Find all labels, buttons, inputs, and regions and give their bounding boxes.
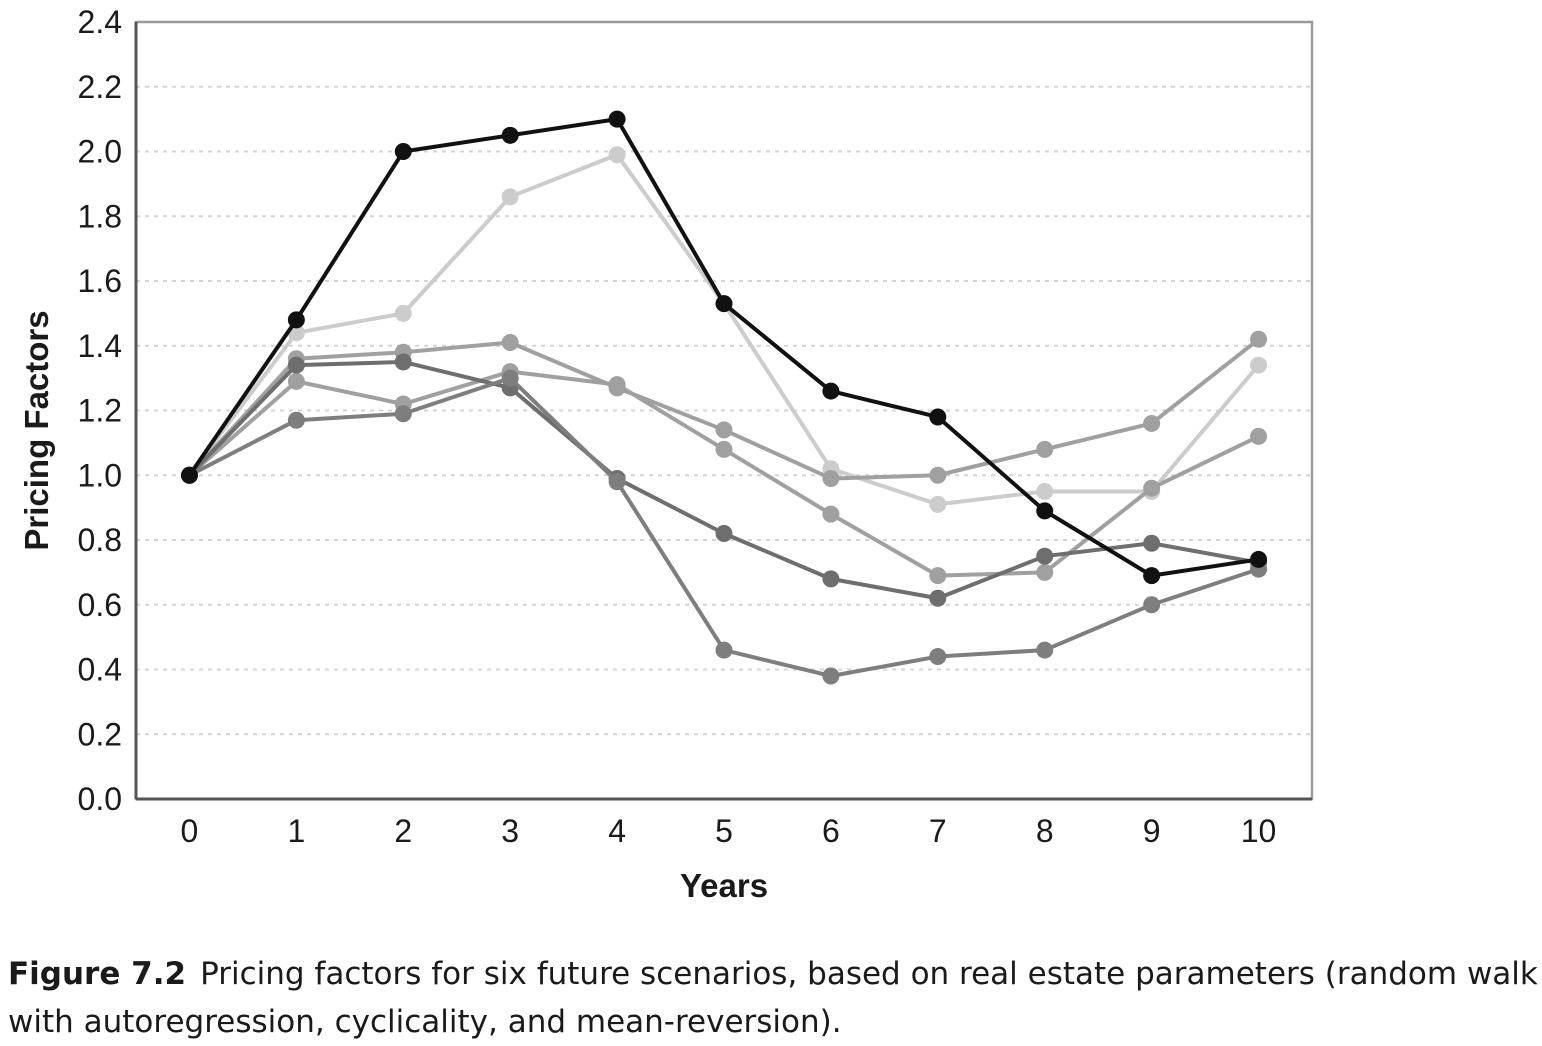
y-axis-title: Pricing Factors <box>18 310 55 550</box>
y-tick-label: 2.2 <box>78 69 122 105</box>
data-point <box>501 369 519 387</box>
y-tick-label: 1.2 <box>78 393 122 429</box>
data-point <box>1250 550 1268 568</box>
data-point <box>929 408 947 426</box>
data-point <box>1250 356 1268 374</box>
data-point <box>929 589 947 607</box>
data-point <box>608 473 626 491</box>
data-point <box>929 495 947 513</box>
data-point <box>1036 547 1054 565</box>
data-point <box>929 648 947 666</box>
x-tick-label: 4 <box>608 813 626 849</box>
data-point <box>715 525 733 543</box>
series-1 <box>180 146 1268 513</box>
data-point <box>715 295 733 313</box>
data-point <box>287 356 305 374</box>
x-tick-label: 7 <box>929 813 947 849</box>
data-point <box>394 304 412 322</box>
x-tick-label: 6 <box>822 813 840 849</box>
x-tick-label: 2 <box>394 813 412 849</box>
data-point <box>1143 534 1161 552</box>
series-lines <box>180 110 1268 685</box>
data-point <box>1036 440 1054 458</box>
data-point <box>822 382 840 400</box>
data-point <box>1143 479 1161 497</box>
x-tick-label: 0 <box>181 813 199 849</box>
y-tick-label: 0.2 <box>78 716 122 752</box>
y-tick-labels: 0.0 0.2 0.4 0.6 0.8 1.0 1.2 1.4 1.6 1.8 2.0 2.2 2.4 <box>78 4 122 817</box>
data-point <box>1036 641 1054 659</box>
x-tick-label: 3 <box>501 813 519 849</box>
data-point <box>715 641 733 659</box>
y-tick-label: 1.0 <box>78 457 122 493</box>
y-tick-label: 2.4 <box>78 4 122 40</box>
y-tick-label: 1.4 <box>78 328 122 364</box>
y-tick-label: 2.0 <box>78 134 122 170</box>
data-point <box>394 405 412 423</box>
data-point <box>1250 330 1268 348</box>
y-tick-label: 1.6 <box>78 263 122 299</box>
data-point <box>394 143 412 160</box>
data-point <box>715 440 733 458</box>
data-point <box>608 110 626 128</box>
x-tick-label: 8 <box>1036 813 1054 849</box>
data-point <box>180 466 198 484</box>
data-point <box>1036 563 1054 581</box>
caption-label: Figure 7.2 <box>8 956 187 992</box>
y-tick-label: 0.4 <box>78 652 122 688</box>
x-tick-label: 1 <box>287 813 305 849</box>
line-chart: 0.00.20.40.60.81.01.21.41.61.82.02.22.4 … <box>18 4 1314 904</box>
x-tick-label: 9 <box>1143 813 1161 849</box>
data-point <box>394 353 412 371</box>
y-tick-label: 0.8 <box>78 522 122 558</box>
x-tick-labels: 0 1 2 3 4 5 6 7 8 9 10 <box>181 813 1277 849</box>
data-point <box>822 667 840 685</box>
data-point <box>822 505 840 523</box>
data-point <box>1036 502 1054 520</box>
data-point <box>715 421 733 439</box>
x-tick-label: 5 <box>715 813 733 849</box>
data-point <box>1143 596 1161 614</box>
data-point <box>287 411 305 429</box>
series-2 <box>180 330 1268 487</box>
data-point <box>608 376 626 394</box>
x-axis-title: Years <box>680 867 768 904</box>
data-point <box>1143 414 1161 432</box>
data-point <box>287 372 305 390</box>
data-point <box>287 311 305 329</box>
x-tick-label: 10 <box>1241 813 1277 849</box>
caption-text: Pricing factors for six future scenarios… <box>8 956 1538 1040</box>
data-point <box>501 188 519 206</box>
data-point <box>1143 567 1161 585</box>
data-point <box>501 334 519 352</box>
series-line <box>187 117 1259 578</box>
data-point <box>822 469 840 487</box>
series-line <box>188 359 1259 601</box>
y-tick-label: 1.8 <box>78 198 122 234</box>
data-point <box>822 570 840 588</box>
data-point <box>608 146 626 164</box>
axes <box>134 22 1312 801</box>
data-point <box>1036 482 1054 500</box>
figure-caption: Figure 7.2 Pricing factors for six future… <box>8 950 1538 1046</box>
data-point <box>501 126 519 144</box>
gridlines <box>136 85 1312 736</box>
data-point <box>929 567 947 585</box>
data-point <box>929 466 947 484</box>
series-6 <box>180 110 1268 585</box>
data-point <box>1250 427 1268 445</box>
y-tick-label: 0.0 <box>78 781 122 817</box>
y-tick-label: 0.6 <box>78 587 122 623</box>
